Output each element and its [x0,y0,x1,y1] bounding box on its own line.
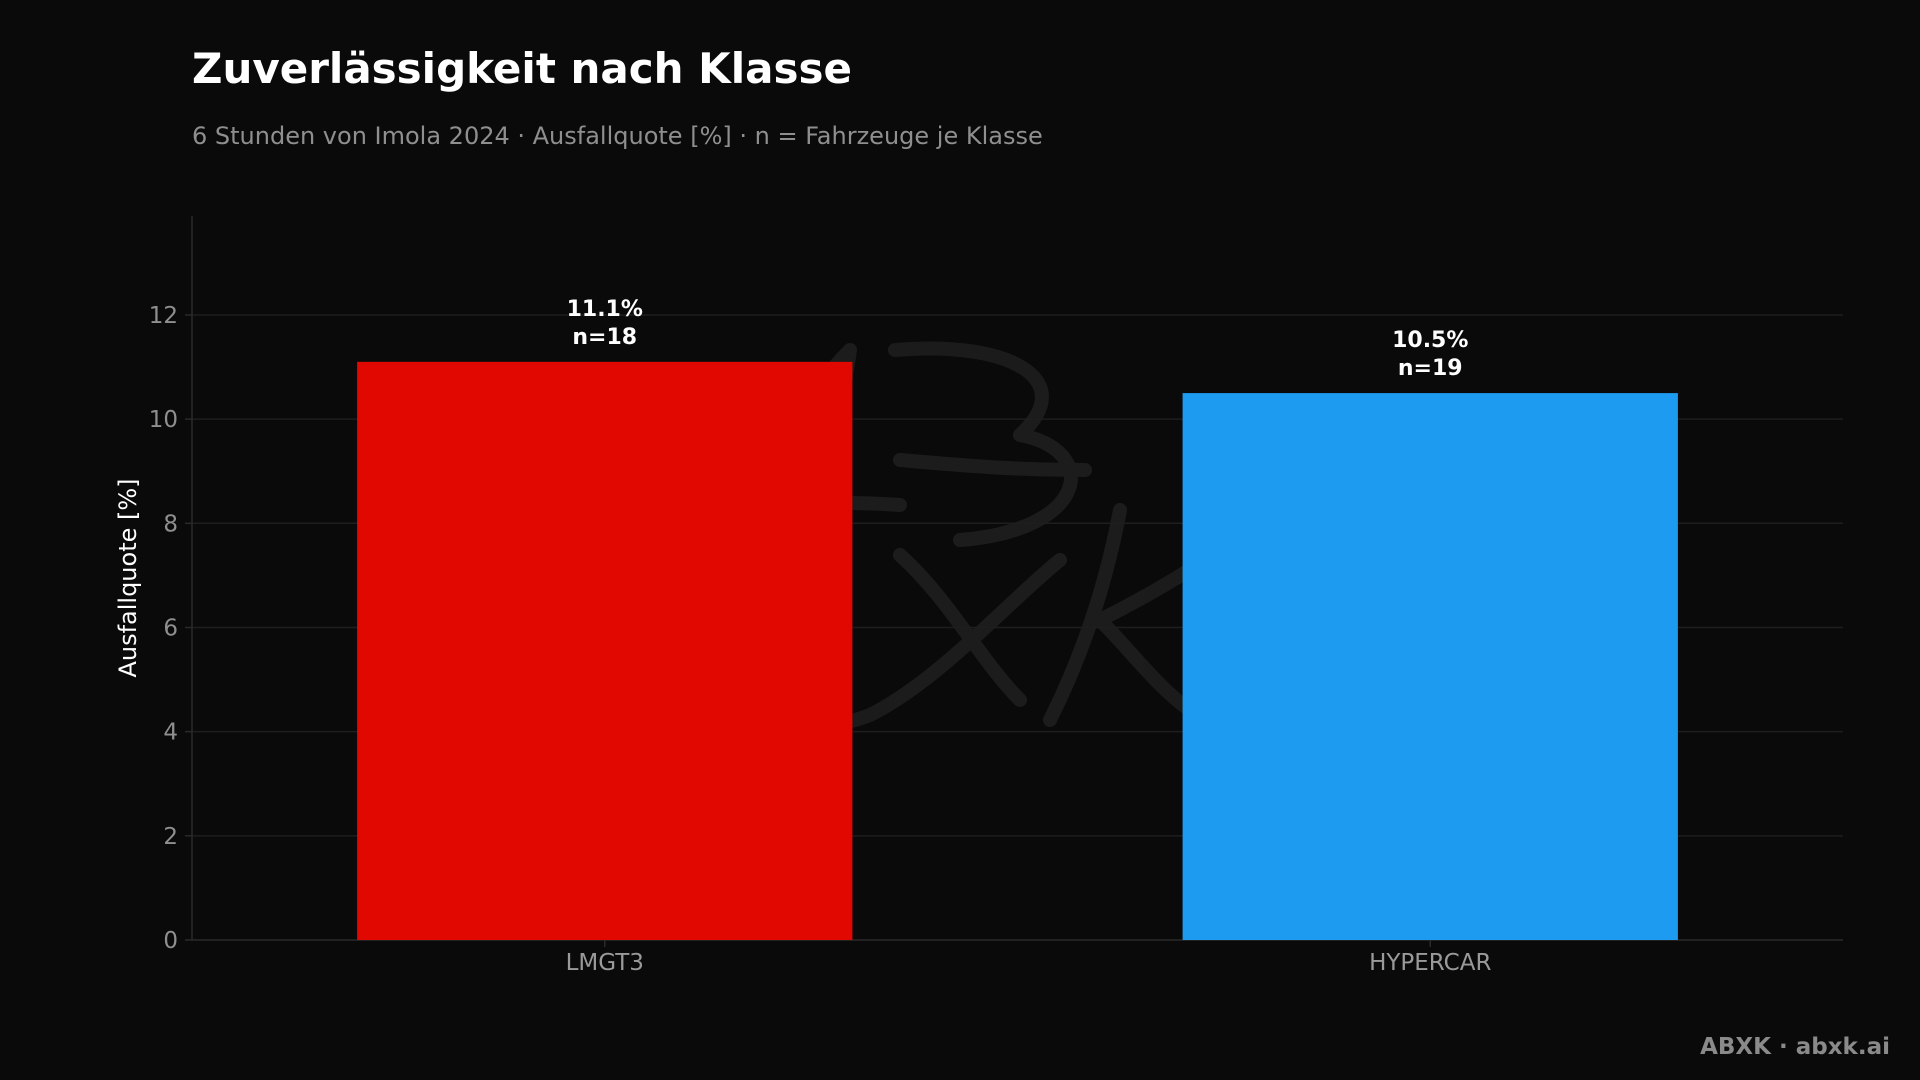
data-label-value: 11.1% [567,297,643,322]
x-tick-label: LMGT3 [566,950,644,976]
data-labels: 11.1% n=18 10.5% n=19 [567,297,1469,381]
data-label-n: n=19 [1398,356,1463,381]
y-tick-label: 2 [163,824,178,850]
y-tick-label: 4 [163,720,178,746]
chart-subtitle: 6 Stunden von Imola 2024 · Ausfallquote … [192,122,1043,150]
y-tick-label: 12 [149,303,178,329]
y-tick-label: 6 [163,615,178,641]
footer-brand: ABXK · abxk.ai [1700,1034,1890,1060]
y-axis-label: Ausfallquote [%] [114,478,142,677]
y-tick-label: 10 [149,407,178,433]
bar-hypercar [1182,393,1678,941]
axes: 0 2 4 6 8 10 12 LMGT3 HYPERCAR [149,216,1843,976]
bar-lmgt3 [357,361,853,940]
chart-title: Zuverlässigkeit nach Klasse [192,44,852,93]
y-tick-label: 0 [163,928,178,954]
x-tick-label: HYPERCAR [1369,950,1491,976]
data-label-n: n=18 [572,325,637,350]
y-tick-label: 8 [163,511,178,537]
bars [357,361,1678,941]
data-label-value: 10.5% [1392,328,1468,353]
